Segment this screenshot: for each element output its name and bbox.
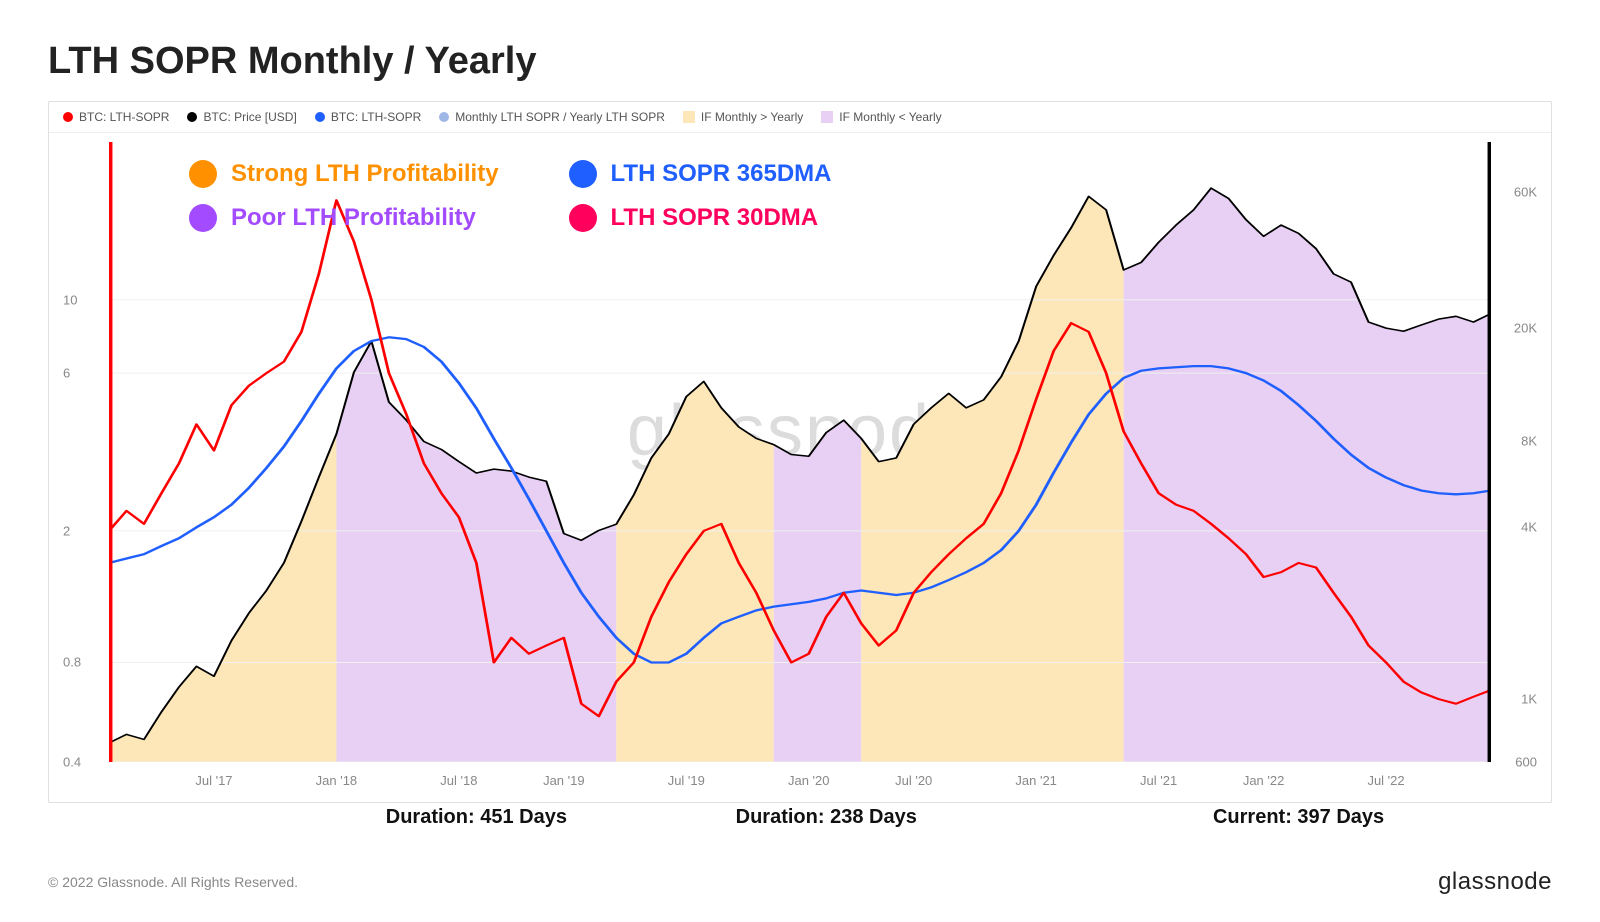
legend-item: IF Monthly < Yearly bbox=[821, 110, 941, 124]
overlay-legend: Strong LTH Profitability LTH SOPR 365DMA P… bbox=[189, 160, 831, 232]
plot-area bbox=[109, 142, 1491, 762]
footer: © 2022 Glassnode. All Rights Reserved. g… bbox=[48, 868, 1552, 896]
y-left-tick: 6 bbox=[63, 366, 70, 381]
legend-label: Monthly LTH SOPR / Yearly LTH SOPR bbox=[455, 110, 665, 124]
chart-card: BTC: LTH-SOPR BTC: Price [USD] BTC: LTH-SO… bbox=[48, 101, 1552, 803]
x-tick: Jan '18 bbox=[316, 773, 358, 788]
y-right-tick: 4K bbox=[1521, 520, 1537, 535]
legend-marker bbox=[187, 112, 197, 122]
x-tick: Jul '17 bbox=[195, 773, 232, 788]
legend-item: BTC: Price [USD] bbox=[187, 110, 296, 124]
y-right-tick: 1K bbox=[1521, 691, 1537, 706]
duration-label: Duration: 238 Days bbox=[736, 806, 917, 829]
y-left-tick: 10 bbox=[63, 292, 77, 307]
legend-marker bbox=[439, 112, 449, 122]
legend-item: IF Monthly > Yearly bbox=[683, 110, 803, 124]
legend-marker bbox=[315, 112, 325, 122]
x-tick: Jan '22 bbox=[1243, 773, 1285, 788]
overlay-legend-dot bbox=[189, 204, 217, 232]
legend-top: BTC: LTH-SOPR BTC: Price [USD] BTC: LTH-SO… bbox=[49, 102, 1551, 133]
y-left-tick: 0.8 bbox=[63, 655, 81, 670]
shaded-band bbox=[336, 341, 616, 762]
x-tick: Jul '20 bbox=[895, 773, 932, 788]
chart-title: LTH SOPR Monthly / Yearly bbox=[48, 40, 1552, 83]
duration-label: Current: 397 Days bbox=[1213, 806, 1384, 829]
legend-label: BTC: LTH-SOPR bbox=[79, 110, 169, 124]
copyright: © 2022 Glassnode. All Rights Reserved. bbox=[48, 874, 298, 890]
overlay-legend-item: LTH SOPR 365DMA bbox=[569, 160, 832, 188]
y-left-tick: 2 bbox=[63, 523, 70, 538]
x-tick: Jan '19 bbox=[543, 773, 585, 788]
x-tick: Jul '21 bbox=[1140, 773, 1177, 788]
overlay-legend-label: Strong LTH Profitability bbox=[231, 160, 499, 188]
legend-marker bbox=[821, 111, 833, 123]
overlay-legend-dot bbox=[569, 160, 597, 188]
shaded-band bbox=[861, 196, 1123, 762]
overlay-legend-item: Strong LTH Profitability bbox=[189, 160, 499, 188]
legend-label: IF Monthly > Yearly bbox=[701, 110, 803, 124]
overlay-legend-label: LTH SOPR 30DMA bbox=[611, 204, 819, 232]
x-tick: Jul '18 bbox=[440, 773, 477, 788]
overlay-legend-item: LTH SOPR 30DMA bbox=[569, 204, 832, 232]
brand-logo: glassnode bbox=[1438, 868, 1552, 896]
y-right-tick: 600 bbox=[1515, 755, 1537, 770]
overlay-legend-dot bbox=[569, 204, 597, 232]
overlay-legend-dot bbox=[189, 160, 217, 188]
legend-label: BTC: Price [USD] bbox=[203, 110, 296, 124]
x-tick: Jul '19 bbox=[668, 773, 705, 788]
legend-marker bbox=[63, 112, 73, 122]
legend-item: BTC: LTH-SOPR bbox=[315, 110, 421, 124]
y-left-tick: 0.4 bbox=[63, 755, 81, 770]
y-right-tick: 60K bbox=[1514, 185, 1537, 200]
legend-label: BTC: LTH-SOPR bbox=[331, 110, 421, 124]
legend-item: BTC: LTH-SOPR bbox=[63, 110, 169, 124]
legend-item: Monthly LTH SOPR / Yearly LTH SOPR bbox=[439, 110, 665, 124]
x-tick: Jan '21 bbox=[1015, 773, 1057, 788]
duration-row: Duration: 451 Days Duration: 238 Days Curr… bbox=[109, 806, 1491, 830]
y-right-tick: 8K bbox=[1521, 434, 1537, 449]
duration-label: Duration: 451 Days bbox=[386, 806, 567, 829]
shaded-band bbox=[1124, 188, 1491, 762]
shaded-band bbox=[109, 434, 336, 762]
x-tick: Jul '22 bbox=[1367, 773, 1404, 788]
overlay-legend-item: Poor LTH Profitability bbox=[189, 204, 499, 232]
overlay-legend-label: Poor LTH Profitability bbox=[231, 204, 476, 232]
x-tick: Jan '20 bbox=[788, 773, 830, 788]
legend-label: IF Monthly < Yearly bbox=[839, 110, 941, 124]
shaded-band bbox=[616, 381, 773, 762]
overlay-legend-label: LTH SOPR 365DMA bbox=[611, 160, 832, 188]
legend-marker bbox=[683, 111, 695, 123]
y-right-tick: 20K bbox=[1514, 321, 1537, 336]
